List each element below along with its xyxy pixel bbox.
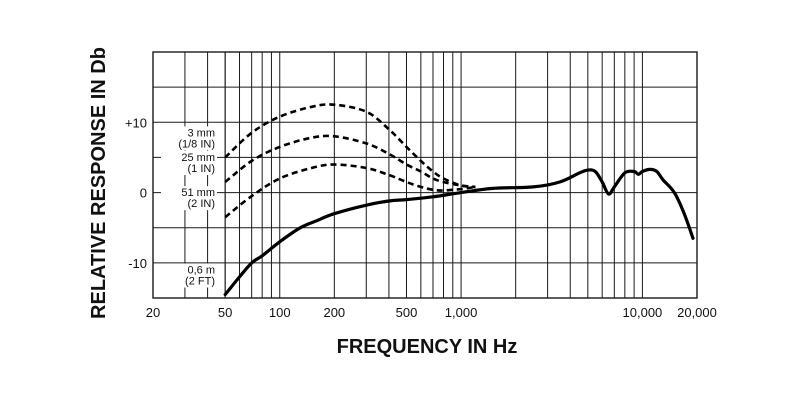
y-tick-label: 0 [140, 186, 147, 201]
axis-ticks: 20 50 100 200 500 1,000 10,000 20,000 +10 0 -10 [125, 115, 717, 320]
x-tick-label: 10,000 [623, 305, 663, 320]
curve-label-backing [161, 263, 217, 288]
x-axis-title: FREQUENCY IN Hz [337, 336, 518, 358]
curve-label-1: 3 mm [188, 127, 216, 139]
x-tick-label: 200 [323, 305, 345, 320]
curve-label-2: 25 mm [181, 152, 215, 164]
plot-series [223, 103, 695, 297]
curve-label-3: 51 mm [181, 187, 215, 199]
x-tick-label: 100 [269, 305, 291, 320]
x-tick-label: 1,000 [445, 305, 478, 320]
x-tick-label: 500 [396, 305, 418, 320]
series-line-2 [224, 134, 476, 189]
plot-frame [152, 51, 698, 299]
curve-label-4: (2 FT) [185, 275, 215, 287]
curve-label-backing [161, 186, 217, 211]
grid [153, 52, 697, 298]
y-axis-title: RELATIVE RESPONSE IN Db [88, 47, 110, 319]
curve-label-backing [161, 151, 217, 176]
x-tick-label: 20,000 [677, 305, 717, 320]
y-tick-label: -10 [128, 256, 147, 271]
curve-label-3: (2 IN) [188, 198, 216, 210]
series-line-4 [223, 167, 695, 297]
curve-label-backing [161, 126, 217, 151]
curve-label-2: (1 IN) [188, 163, 216, 175]
x-tick-label: 50 [218, 305, 232, 320]
curve-labels: 3 mm(1/8 IN) 25 mm(1 IN) 51 mm(2 IN) 0,6 m(… [161, 126, 217, 288]
x-tick-label: 20 [146, 305, 160, 320]
series-line-1 [224, 103, 476, 189]
y-tick-label: +10 [125, 115, 147, 130]
curve-label-1: (1/8 IN) [178, 138, 215, 150]
curve-label-4: 0,6 m [187, 264, 215, 276]
